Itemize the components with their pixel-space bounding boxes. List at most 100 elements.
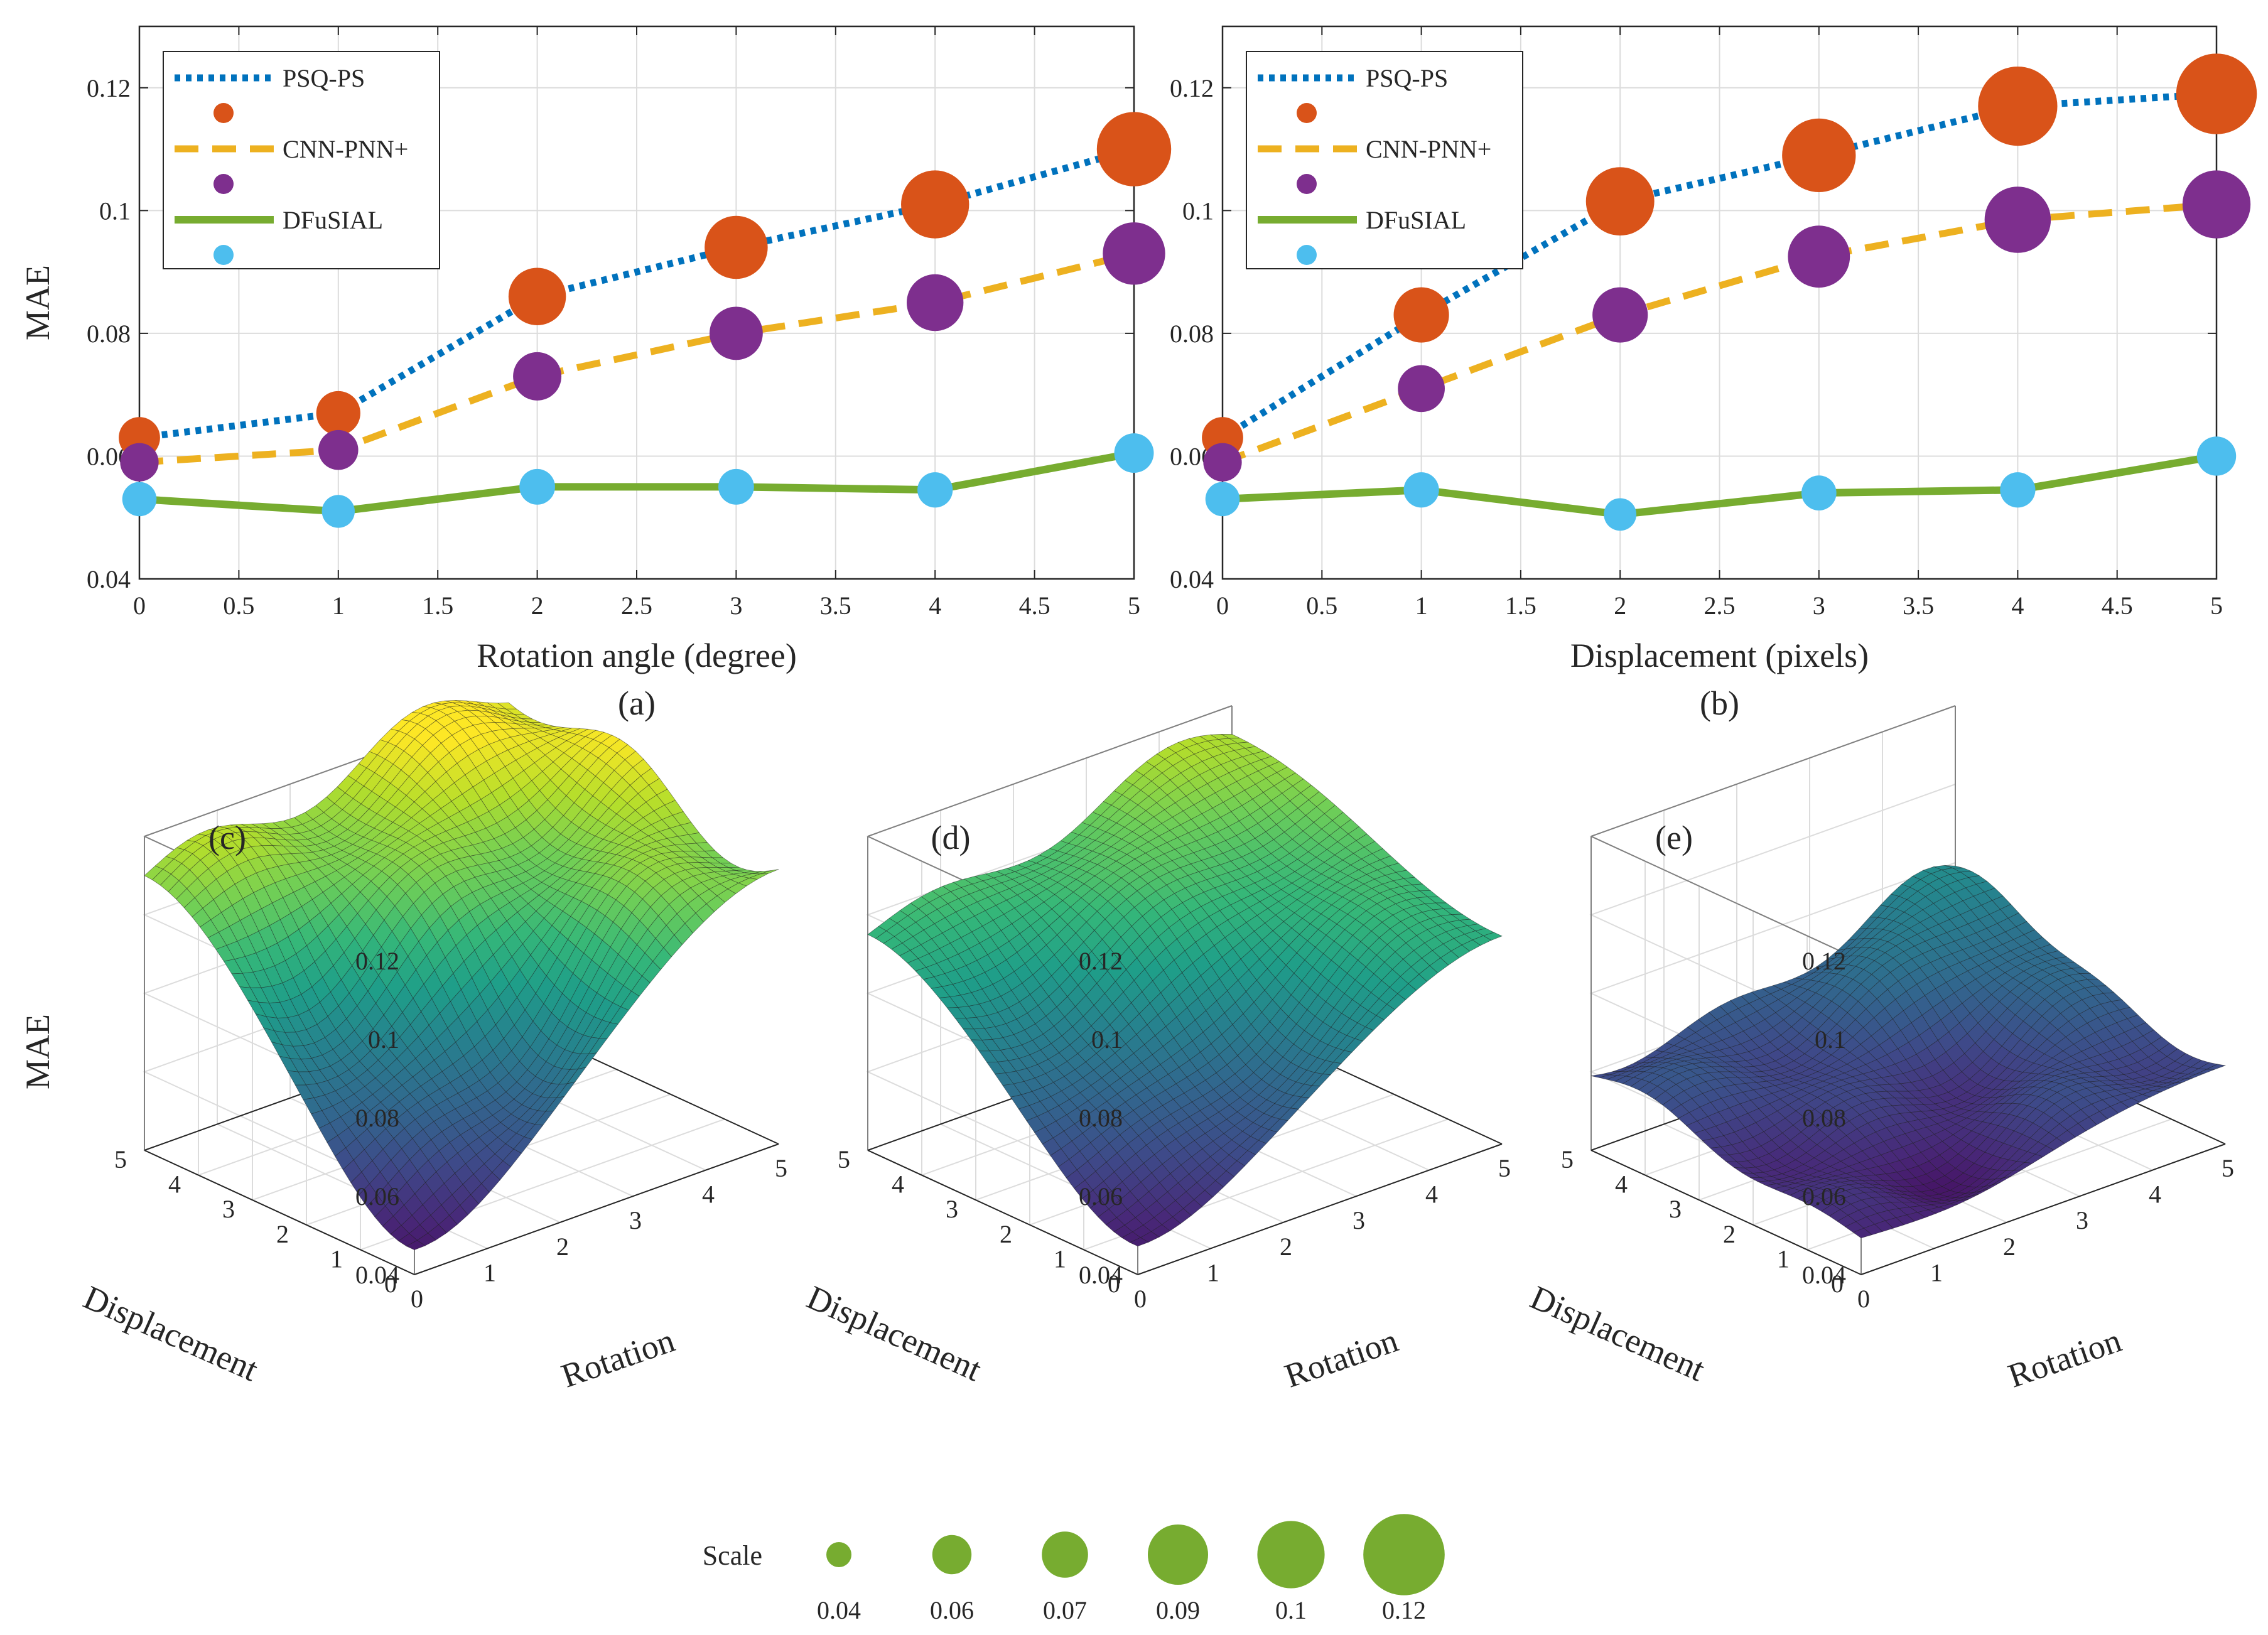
displacement-tick-label: 5 [1561, 1145, 1574, 1174]
displacement-tick-label: 1 [330, 1244, 343, 1273]
data-marker [1788, 225, 1850, 288]
data-marker [1205, 482, 1240, 517]
z-tick-label: 0.1 [368, 1025, 399, 1054]
rotation-tick-label: 0 [1857, 1285, 1870, 1313]
scale-bubble-label: 0.12 [1382, 1596, 1426, 1624]
data-marker [1592, 287, 1648, 343]
data-marker [1782, 118, 1856, 192]
surface-patch [1852, 1228, 1872, 1239]
data-marker [1604, 498, 1637, 531]
x-tick-label: 4.5 [2102, 591, 2133, 620]
box-edge [1590, 836, 1862, 961]
z-tick-label: 0.06 [1079, 1182, 1123, 1211]
displacement-tick-label: 0 [1108, 1270, 1120, 1298]
displacement-tick-label: 0 [1831, 1270, 1844, 1298]
legend-label: DFuSIAL [1366, 206, 1466, 234]
displacement-tick-label: 3 [1669, 1195, 1682, 1223]
z-tick-label: 0.08 [355, 1104, 399, 1132]
legend-label: CNN-PNN+ [283, 135, 408, 163]
x-tick-label: 4 [929, 591, 941, 620]
scale-bubble [932, 1535, 972, 1575]
displacement-tick-label: 2 [276, 1220, 289, 1248]
x-tick-label: 5 [2210, 591, 2223, 620]
z-tick-label: 0.1 [1091, 1025, 1123, 1054]
x-tick-label: 1.5 [1505, 591, 1536, 620]
data-marker [1801, 475, 1837, 510]
data-marker [1103, 222, 1165, 285]
z-tick-label: 0.04 [355, 1261, 399, 1289]
data-marker [318, 429, 359, 470]
rotation-tick-label: 0 [1134, 1285, 1147, 1313]
surface-patch [1129, 1237, 1149, 1247]
displacement-tick-label: 5 [838, 1145, 850, 1174]
rotation-tick-label: 4 [702, 1180, 715, 1209]
rotation-tick-label: 3 [2076, 1206, 2088, 1234]
series-line-dfusial [139, 449, 1135, 515]
legend-label: CNN-PNN+ [1366, 135, 1491, 163]
y-tick-label: 0.1 [1182, 197, 1214, 225]
z-tick-label: 0.08 [1079, 1104, 1123, 1132]
data-marker [1984, 186, 2051, 253]
z-tick-label: 0.06 [1802, 1182, 1846, 1211]
y-tick-label: 0.08 [87, 320, 131, 348]
legend-marker-sample [213, 174, 234, 194]
surface-patch [406, 1239, 426, 1250]
x-tick-label: 3.5 [1903, 591, 1934, 620]
x-tick-label: 0 [1216, 591, 1229, 620]
surface-mesh [144, 699, 779, 1250]
axis-line [1137, 1143, 1503, 1275]
displacement-tick-label: 5 [114, 1145, 127, 1174]
axis-line [1590, 1150, 1862, 1275]
y-tick-label: 0.1 [99, 197, 131, 225]
x-tick-label: 4 [2011, 591, 2024, 620]
data-marker [316, 391, 360, 436]
scale-bubble-label: 0.04 [817, 1596, 861, 1624]
data-marker [710, 306, 763, 360]
y-tick-label: 0.12 [87, 74, 131, 102]
data-marker [508, 267, 566, 325]
displacement-tick-label: 4 [168, 1170, 181, 1199]
legend: PSQ-PS CNN-PNN+ DFuSIAL [163, 51, 440, 269]
displacement-tick-label: 1 [1054, 1244, 1066, 1273]
z-tick-label: 0.1 [1815, 1025, 1846, 1054]
data-marker [1096, 112, 1172, 186]
x-tick-label: 0.5 [1306, 591, 1337, 620]
box-edge [867, 705, 1233, 837]
rotation-tick-label: 4 [2149, 1180, 2161, 1209]
displacement-tick-label: 4 [892, 1170, 904, 1199]
rotation-axis-label: Rotation [2003, 1321, 2125, 1395]
y-tick-label: 0.12 [1170, 74, 1214, 102]
z-axis-label: MAE [19, 1014, 57, 1089]
x-axis-label: Displacement (pixels) [1570, 637, 1869, 674]
rotation-tick-label: 0 [411, 1285, 423, 1313]
data-marker [2196, 436, 2237, 476]
x-tick-label: 3 [730, 591, 742, 620]
x-tick-label: 1 [1415, 591, 1428, 620]
panel-label: (a) [618, 684, 656, 722]
axis-line [414, 1143, 779, 1275]
scale-bubble-label: 0.07 [1043, 1596, 1087, 1624]
z-tick-label: 0.12 [1079, 947, 1123, 975]
series-line-dfusial [1222, 452, 2218, 519]
rotation-tick-label: 3 [1353, 1206, 1365, 1234]
rotation-tick-label: 2 [1280, 1233, 1292, 1261]
data-marker [901, 170, 969, 239]
data-marker [718, 468, 754, 505]
scale-bubble [826, 1542, 851, 1567]
displacement-tick-label: 1 [1777, 1244, 1790, 1273]
surface-panel-c: 0.04 0.06 0.08 0.1 0.12 0 1 2 3 4 5 0 1 2 3 4 5 Rotation D… [19, 699, 787, 1395]
scale-legend: Scale 0.04 0.06 0.07 0.09 0.1 0.12 [703, 1514, 1445, 1624]
displacement-axis-label: Displacement [1525, 1278, 1711, 1389]
series-line-cnn-pnn- [1221, 201, 2217, 466]
box-edge [1590, 705, 1956, 837]
legend-marker-sample [1297, 245, 1317, 265]
displacement-tick-label: 4 [1615, 1170, 1628, 1199]
z-tick-label: 0.04 [1802, 1261, 1846, 1289]
y-tick-label: 0.04 [1170, 565, 1214, 593]
y-tick-label: 0.04 [87, 565, 131, 593]
z-tick-label: 0.06 [355, 1182, 399, 1211]
axis-line [144, 1150, 415, 1275]
displacement-axis-label: Displacement [78, 1278, 264, 1389]
axis-line [1860, 1143, 2226, 1275]
series-line-cnn-pnn- [139, 250, 1135, 466]
